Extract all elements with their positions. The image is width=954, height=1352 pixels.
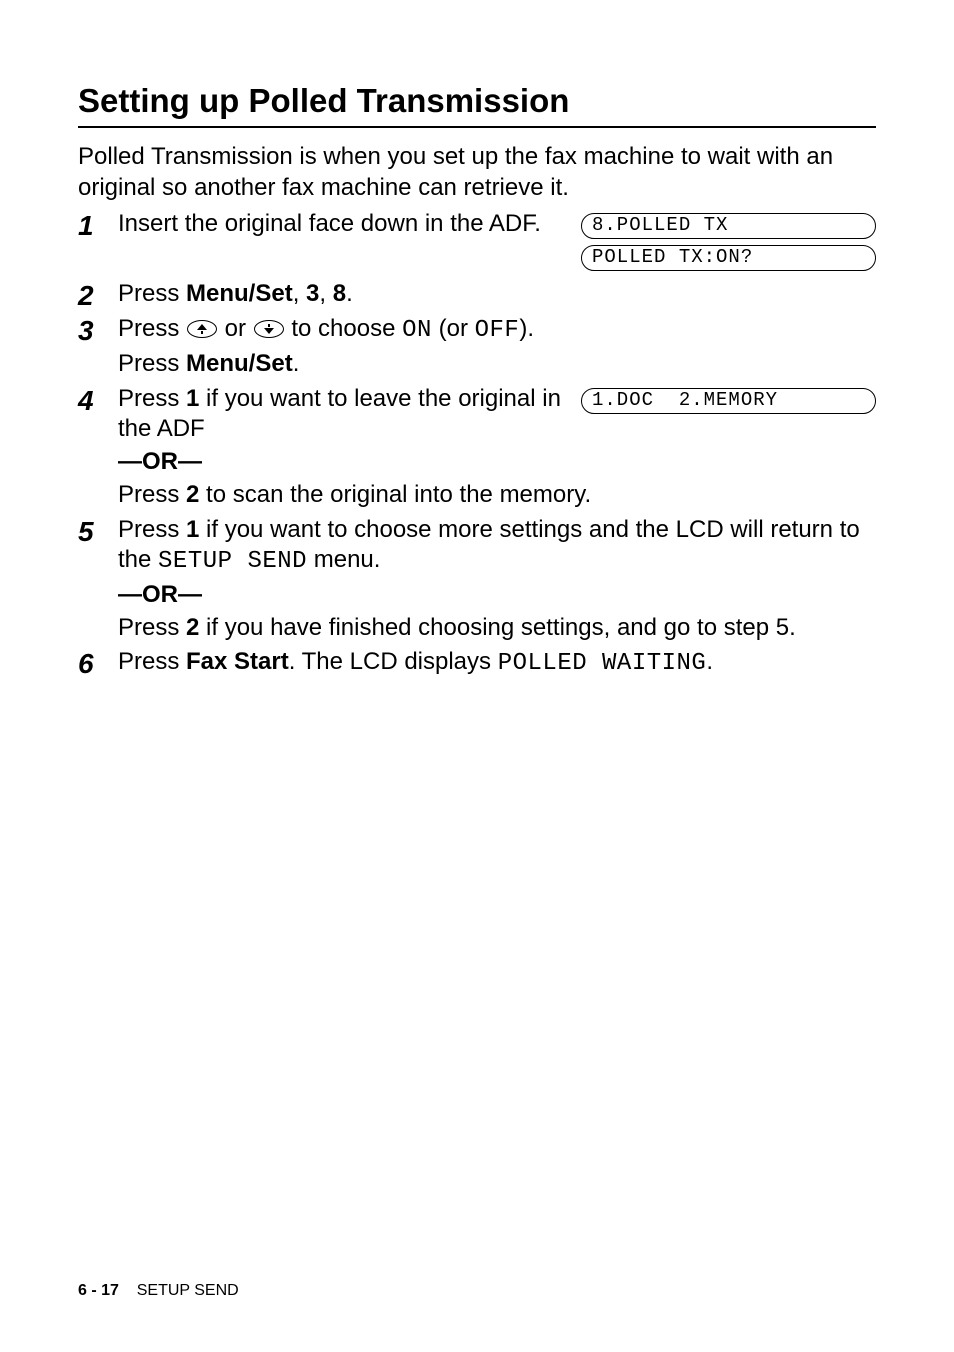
step-3: 3 Press or to choose ON (or OFF). Press … (78, 314, 876, 381)
or-separator: —OR— (118, 580, 876, 611)
text: Press (118, 481, 186, 508)
step-6-text: Press Fax Start. The LCD displays POLLED… (118, 647, 876, 680)
step-number: 5 (78, 515, 118, 548)
step-number: 6 (78, 647, 118, 680)
lcd-value: SETUP SEND (158, 548, 307, 575)
button-ref: Menu/Set (186, 280, 293, 307)
step-3-text: Press or to choose ON (or OFF). (118, 314, 876, 347)
step-number: 4 (78, 384, 118, 417)
step-5-text-1: Press 1 if you want to choose more setti… (118, 515, 876, 578)
up-arrow-icon (187, 320, 217, 338)
step-4-text-1: Press 1 if you want to leave the origina… (118, 384, 563, 445)
text: to scan the original into the memory. (199, 481, 591, 508)
text: , (293, 280, 306, 307)
section-heading: Setting up Polled Transmission (78, 82, 876, 120)
button-ref: Fax Start (186, 648, 289, 675)
text: Press (118, 385, 186, 412)
text: to choose (285, 315, 402, 342)
text: , (319, 280, 332, 307)
text: . (706, 648, 713, 675)
step-4-text-2: Press 2 to scan the original into the me… (118, 480, 876, 511)
key-ref: 2 (186, 614, 199, 641)
step-5-text-2: Press 2 if you have finished choosing se… (118, 613, 876, 644)
down-arrow-icon (254, 320, 284, 338)
step-3-text-2: Press Menu/Set. (118, 349, 876, 380)
text: . The LCD displays (289, 648, 498, 675)
step-1: 1 Insert the original face down in the A… (78, 209, 876, 277)
text: Press (118, 614, 186, 641)
or-separator: —OR— (118, 447, 876, 478)
step-number: 1 (78, 209, 118, 242)
text: if you have finished choosing settings, … (199, 614, 795, 641)
lcd-display: 8.POLLED TX (581, 213, 876, 239)
heading-rule (78, 126, 876, 128)
step-list: 1 Insert the original face down in the A… (78, 209, 876, 682)
page-number: 6 - 17 (78, 1282, 119, 1299)
step-1-text: Insert the original face down in the ADF… (118, 209, 563, 240)
step-5: 5 Press 1 if you want to choose more set… (78, 515, 876, 646)
intro-text: Polled Transmission is when you set up t… (78, 142, 876, 203)
page-footer: 6 - 17 SETUP SEND (78, 1282, 239, 1300)
text: . (346, 280, 353, 307)
key-ref: 8 (333, 280, 346, 307)
key-ref: 2 (186, 481, 199, 508)
text: Press (118, 350, 186, 377)
step-2: 2 Press Menu/Set, 3, 8. (78, 279, 876, 312)
key-ref: 1 (186, 385, 199, 412)
lcd-value: POLLED WAITING (498, 650, 707, 677)
text: Press (118, 280, 186, 307)
button-ref: Menu/Set (186, 350, 293, 377)
text: Press (118, 648, 186, 675)
footer-section-name: SETUP SEND (137, 1282, 239, 1299)
lcd-value: ON (402, 317, 432, 344)
text: ). (519, 315, 534, 342)
text: Press (118, 315, 186, 342)
step-4: 4 Press 1 if you want to leave the origi… (78, 384, 876, 513)
footer-section (123, 1282, 136, 1299)
step-2-text: Press Menu/Set, 3, 8. (118, 279, 876, 310)
text: menu. (307, 546, 380, 573)
lcd-display: 1.DOC 2.MEMORY (581, 388, 876, 414)
text: (or (432, 315, 475, 342)
lcd-value: OFF (475, 317, 520, 344)
step-6: 6 Press Fax Start. The LCD displays POLL… (78, 647, 876, 682)
text: Press (118, 516, 186, 543)
step-number: 2 (78, 279, 118, 312)
text: . (293, 350, 300, 377)
text: or (218, 315, 253, 342)
key-ref: 3 (306, 280, 319, 307)
step-number: 3 (78, 314, 118, 347)
lcd-display: POLLED TX:ON? (581, 245, 876, 271)
key-ref: 1 (186, 516, 199, 543)
